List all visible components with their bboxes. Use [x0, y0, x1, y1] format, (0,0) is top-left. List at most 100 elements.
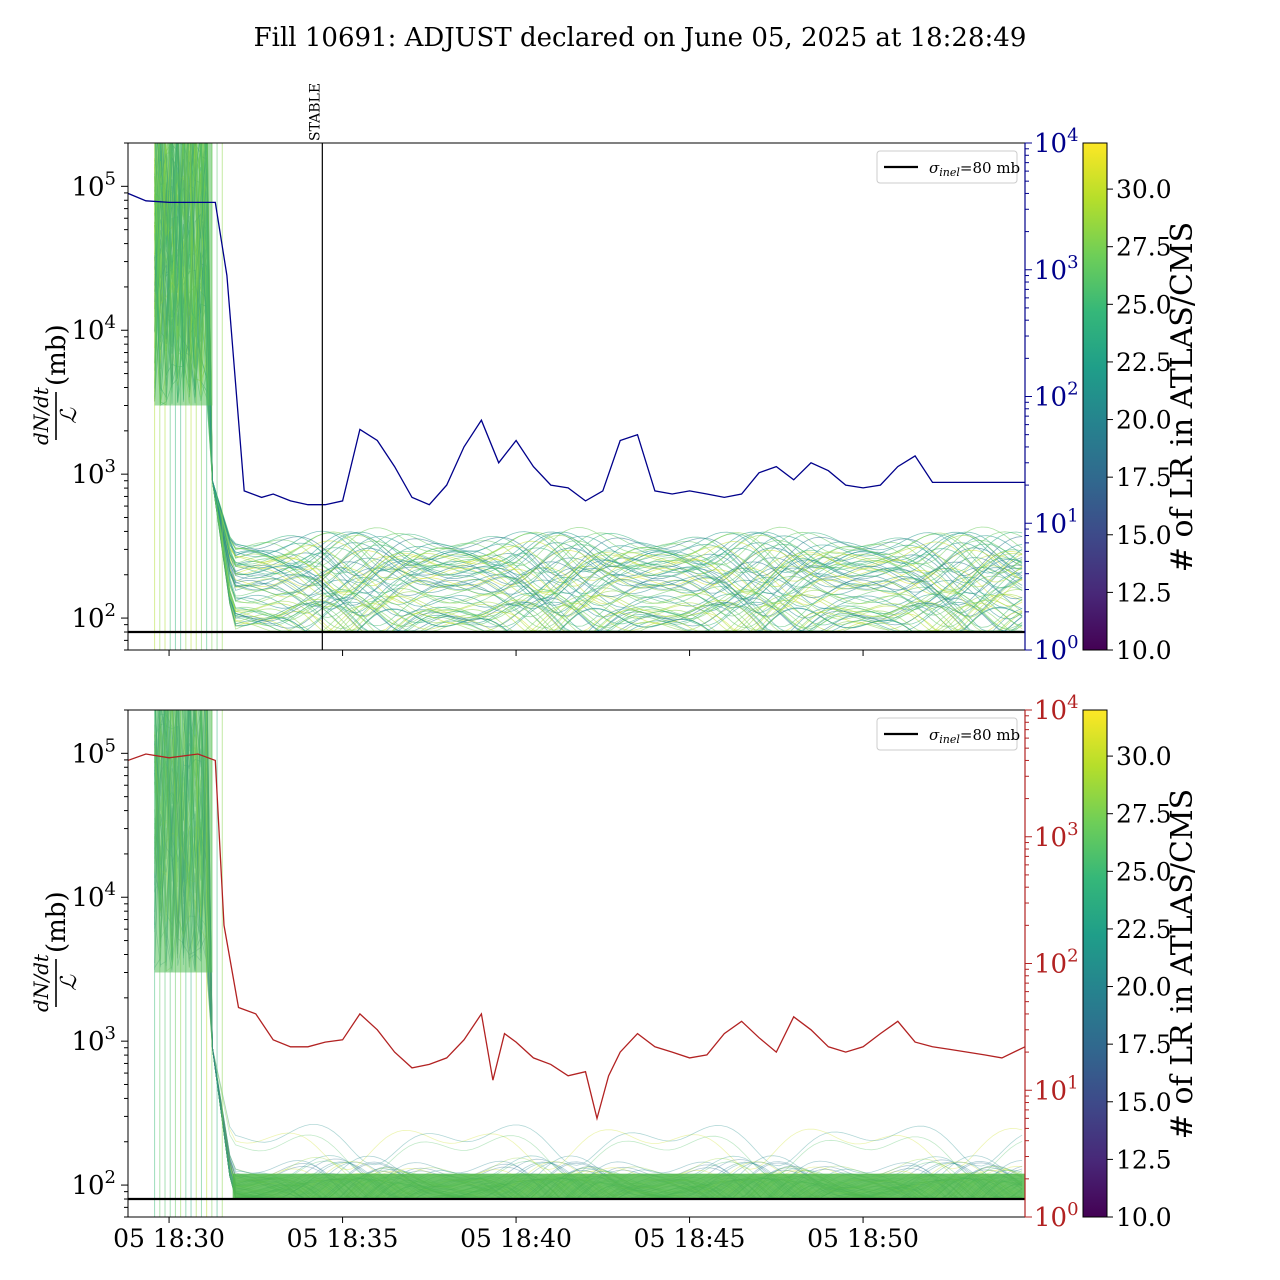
- lr-trace: [154, 143, 1023, 629]
- lr-trace: [154, 710, 1023, 1199]
- legend-box: [876, 717, 1018, 751]
- colorbar-tick-label: 15.0: [1116, 1088, 1172, 1117]
- lr-trace: [154, 717, 1023, 1199]
- lr-trace: [154, 177, 1023, 594]
- lr-trace: [154, 143, 1023, 574]
- lr-trace: [154, 143, 1023, 568]
- lr-trace: [154, 149, 1023, 596]
- lr-trace: [154, 143, 1023, 631]
- y2-tick-label: 104: [1034, 125, 1079, 159]
- plot-frame: [127, 709, 1026, 1218]
- lr-trace: [154, 710, 1023, 1199]
- lr-trace: [157, 710, 1023, 1199]
- legend: σinel=80 mb: [876, 150, 1020, 184]
- lr-trace: [154, 143, 1023, 632]
- lr-trace: [154, 710, 1023, 1199]
- y-tick-label: 103: [71, 1023, 116, 1057]
- colorbar: 10.0 12.5 15.0 17.5 20.0 22.5 25.0 27.5 30.0 # of…: [1082, 142, 1200, 665]
- x-tick-label: 05 18:40: [460, 1224, 572, 1253]
- colorbar-tick-label: 30.0: [1116, 175, 1172, 204]
- bottom-panel: 102 103 104 105 100 101 102 103 104 05 18:30 05 18…: [29, 692, 1200, 1253]
- lr-trace: [154, 710, 1023, 1199]
- lr-trace-bundle: [154, 143, 1023, 650]
- lr-trace: [154, 710, 1023, 1199]
- lr-trace: [154, 742, 1023, 1194]
- lr-trace: [154, 710, 1023, 1171]
- lr-trace: [154, 143, 1023, 577]
- y-tick-label: 105: [71, 168, 116, 202]
- lr-trace: [154, 145, 1023, 574]
- colorbar: 10.0 12.5 15.0 17.5 20.0 22.5 25.0 27.5 30.0 # of…: [1082, 709, 1200, 1232]
- lr-trace: [154, 710, 1023, 1199]
- colorbar-tick-label: 12.5: [1116, 578, 1172, 607]
- y2-tick-label: 101: [1034, 505, 1079, 539]
- lr-trace: [154, 143, 1023, 583]
- y-label-numerator: dN/dt: [29, 386, 53, 445]
- legend-box: [876, 150, 1018, 184]
- lr-trace: [154, 143, 1023, 575]
- dense-trace-band: [232, 1173, 1025, 1200]
- y2-tick-label: 103: [1034, 819, 1079, 853]
- colorbar-tick-label: 25.0: [1116, 857, 1172, 886]
- lr-trace: [154, 710, 1023, 1198]
- right-axis-trace: [128, 753, 1025, 1121]
- x-tick-label: 05 18:35: [287, 1224, 399, 1253]
- lr-trace: [154, 710, 1023, 1199]
- lr-trace: [154, 710, 1023, 1199]
- high-rate-band: [154, 710, 213, 973]
- y2-tick-label: 100: [1034, 1199, 1079, 1233]
- lr-trace: [154, 179, 1023, 569]
- x-tick-label: 05 18:30: [113, 1224, 225, 1253]
- lr-trace: [154, 710, 1023, 1199]
- colorbar-tick-label: 10.0: [1116, 636, 1172, 665]
- legend-label: σinel=80 mb: [929, 159, 1020, 179]
- lr-trace: [155, 143, 1023, 632]
- lr-trace: [154, 145, 1023, 574]
- lr-trace: [154, 710, 1023, 1177]
- lr-trace: [154, 143, 1023, 632]
- lr-trace: [157, 143, 1023, 632]
- x-tick-label: 05 18:45: [634, 1224, 746, 1253]
- lr-trace: [154, 143, 1023, 568]
- high-rate-band: [154, 143, 213, 406]
- lr-trace: [154, 723, 1023, 1199]
- lr-trace: [154, 143, 1023, 588]
- y2-tick-label: 102: [1034, 946, 1079, 980]
- lr-trace: [154, 710, 1023, 1199]
- lr-trace: [154, 710, 1023, 1199]
- colorbar-gradient: [1082, 142, 1108, 651]
- lr-trace: [154, 710, 1023, 1199]
- lr-trace: [154, 710, 1023, 1199]
- colorbar-label: # of LR in ATLAS/CMS: [1165, 789, 1200, 1139]
- lr-trace: [154, 143, 1023, 602]
- y-tick-label: 102: [71, 1167, 116, 1201]
- lr-trace: [155, 710, 1023, 1199]
- lr-trace: [154, 710, 1023, 1199]
- lr-trace: [155, 710, 1023, 1199]
- legend-label: σinel=80 mb: [929, 726, 1020, 746]
- lr-trace: [154, 143, 1023, 601]
- lr-trace: [154, 710, 1023, 1199]
- y2-tick-label: 102: [1034, 379, 1079, 413]
- lr-trace: [154, 753, 1023, 1199]
- lr-trace: [154, 710, 1023, 1199]
- lr-trace: [154, 143, 1023, 632]
- lr-trace: [154, 710, 1023, 1199]
- chart-title: Fill 10691: ADJUST declared on June 05, …: [254, 23, 1027, 53]
- lr-trace: [154, 143, 1023, 580]
- y-tick-label: 104: [71, 879, 116, 913]
- colorbar-tick-label: 22.5: [1116, 915, 1172, 944]
- y-label-unit: (mb): [42, 324, 72, 386]
- colorbar-tick-label: 17.5: [1116, 1030, 1172, 1059]
- lr-trace: [154, 216, 1023, 589]
- colorbar-tick-label: 10.0: [1116, 1203, 1172, 1232]
- colorbar-tick-label: 30.0: [1116, 742, 1172, 771]
- lr-trace: [154, 710, 1023, 1199]
- lr-trace: [154, 710, 1023, 1199]
- lr-trace: [154, 143, 1023, 604]
- lr-trace: [154, 731, 1023, 1199]
- y-axis-label: dN/dt ℒ (mb): [29, 324, 82, 445]
- colorbar-tick-label: 25.0: [1116, 290, 1172, 319]
- y-label-denominator: ℒ: [57, 974, 82, 991]
- y-tick-label: 105: [71, 735, 116, 769]
